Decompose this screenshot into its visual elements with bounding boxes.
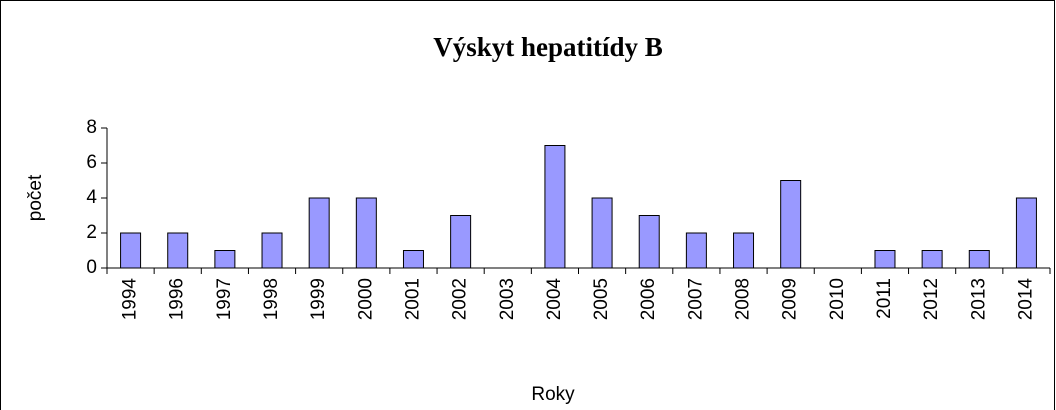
y-tick-label: 8 — [86, 117, 97, 138]
bar — [308, 197, 330, 269]
x-tick-label: 2004 — [544, 278, 565, 321]
x-tick-label: 1998 — [261, 278, 282, 320]
bar — [355, 197, 377, 269]
x-tick-label: 2010 — [827, 278, 848, 320]
bar — [685, 232, 707, 269]
x-tick-label: 2000 — [355, 278, 376, 320]
x-tick-label: 2003 — [497, 278, 518, 320]
bar — [780, 180, 802, 269]
y-tick-label: 2 — [86, 222, 97, 243]
bar — [167, 232, 189, 269]
y-tick-label: 6 — [86, 152, 97, 173]
x-tick-label: 2006 — [638, 278, 659, 320]
x-axis-label: Roky — [531, 384, 575, 405]
y-tick-label: 0 — [86, 257, 97, 278]
x-tick-label: 2009 — [780, 278, 801, 320]
bar — [968, 250, 990, 269]
bar — [402, 250, 424, 269]
bar — [1015, 197, 1037, 269]
chart-title: Výskyt hepatitídy B — [433, 32, 663, 62]
y-axis-label: počet — [25, 174, 46, 221]
x-tick-label: 2013 — [968, 278, 989, 320]
x-tick-label: 2001 — [402, 278, 423, 320]
x-tick-label: 1997 — [214, 278, 235, 320]
x-tick-label: 2002 — [450, 278, 471, 320]
x-tick-label: 2005 — [591, 278, 612, 320]
bar — [450, 215, 472, 269]
x-tick-label: 1994 — [120, 278, 141, 321]
bar — [733, 232, 755, 269]
y-tick-label: 4 — [86, 187, 97, 208]
bar — [874, 250, 896, 269]
bar — [120, 232, 142, 269]
x-tick-label: 2014 — [1015, 278, 1036, 321]
x-tick-label: 2011 — [874, 278, 895, 319]
x-tick-label: 2007 — [685, 278, 706, 320]
x-tick-label: 2012 — [921, 278, 942, 320]
x-tick-label: 1999 — [308, 278, 329, 320]
bar — [591, 197, 613, 269]
bar — [921, 250, 943, 269]
bar — [544, 145, 566, 269]
bar — [214, 250, 236, 269]
x-tick-label: 1996 — [167, 278, 188, 320]
bar — [261, 232, 283, 269]
x-tick-label: 2008 — [733, 278, 754, 320]
bar — [638, 215, 660, 269]
